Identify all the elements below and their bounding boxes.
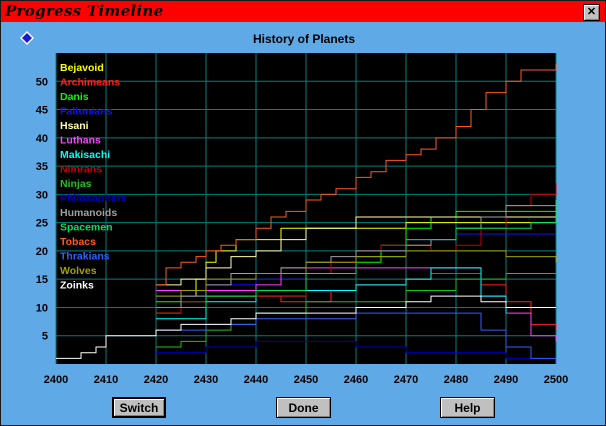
legend-faltonians: Faltonians [60, 106, 113, 118]
legend-nimrans: Nimrans [60, 164, 102, 176]
x-tick-label: 2450 [294, 374, 318, 386]
series-line-thrakians [156, 312, 557, 364]
x-tick-label: 2480 [444, 374, 468, 386]
y-tick-label: 35 [36, 161, 48, 173]
legend-makisachi: Makisachi [60, 149, 110, 161]
series-line-hsani [156, 216, 556, 286]
legend-hsani: Hsani [60, 120, 89, 132]
x-tick-label: 2420 [144, 374, 168, 386]
x-tick-label: 2470 [394, 374, 418, 386]
y-tick-label: 50 [36, 76, 48, 88]
y-tick-label: 30 [36, 189, 48, 201]
legend-luthans: Luthans [60, 135, 101, 147]
legend-archimeans: Archimeans [60, 77, 120, 89]
diamond-icon[interactable] [20, 31, 34, 45]
series-line-humanoids [156, 200, 557, 308]
legend-ninjas: Ninjas [60, 178, 92, 190]
legend-wolves: Wolves [60, 265, 97, 277]
legend-tobacs: Tobacs [60, 236, 96, 248]
legend-danis: Danis [60, 91, 89, 103]
series-line-wolves [156, 250, 557, 297]
x-tick-label: 2500 [544, 374, 568, 386]
legend-thrakians: Thrakians [60, 251, 110, 263]
legend-zoinks: Zoinks [60, 280, 94, 292]
done-button[interactable]: Done [276, 397, 331, 418]
window-title: Progress Timeline [5, 2, 164, 20]
legend-humanoids: Humanoids [60, 207, 117, 219]
chart-title: History of Planets [252, 32, 356, 46]
x-tick-label: 2460 [344, 374, 368, 386]
x-tick-label: 2490 [494, 374, 518, 386]
y-tick-label: 25 [36, 218, 48, 230]
y-tick-label: 15 [36, 274, 48, 286]
legend-bejavoid: Bejavoid [60, 62, 104, 74]
x-tick-label: 2440 [244, 374, 268, 386]
help-button[interactable]: Help [440, 397, 495, 418]
x-tick-label: 2410 [94, 374, 118, 386]
y-tick-label: 45 [36, 105, 48, 117]
series-line-zoinks [56, 295, 556, 359]
switch-button[interactable]: Switch [112, 397, 166, 418]
y-tick-label: 40 [36, 133, 48, 145]
y-tick-label: 20 [36, 246, 48, 258]
y-tick-label: 10 [36, 302, 48, 314]
y-tick-label: 5 [42, 331, 48, 343]
legend-philosophers: Philosophers [60, 193, 127, 205]
series-line-tobacs [156, 64, 557, 286]
series-line-makisachi [156, 267, 507, 320]
title-bar[interactable]: Progress Timeline ✕ [1, 1, 605, 22]
legend-spacemen: Spacemen [60, 222, 113, 234]
series-line-philosophers [156, 340, 556, 359]
x-tick-label: 2400 [44, 374, 68, 386]
close-button[interactable]: ✕ [583, 4, 600, 21]
series-line-luthans [156, 267, 557, 342]
x-tick-label: 2430 [194, 374, 218, 386]
